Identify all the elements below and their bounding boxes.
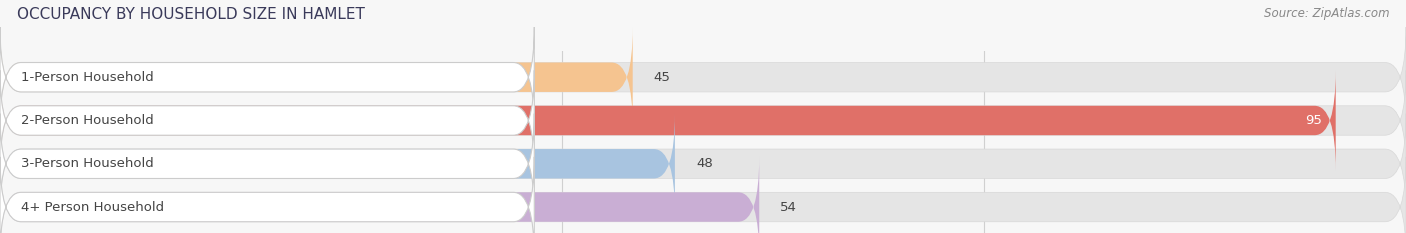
FancyBboxPatch shape <box>0 70 1406 171</box>
Text: 2-Person Household: 2-Person Household <box>21 114 153 127</box>
FancyBboxPatch shape <box>0 157 534 233</box>
FancyBboxPatch shape <box>0 113 534 214</box>
Text: 3-Person Household: 3-Person Household <box>21 157 153 170</box>
Text: 45: 45 <box>654 71 671 84</box>
Text: Source: ZipAtlas.com: Source: ZipAtlas.com <box>1264 7 1389 20</box>
Text: 1-Person Household: 1-Person Household <box>21 71 153 84</box>
FancyBboxPatch shape <box>0 70 534 171</box>
FancyBboxPatch shape <box>0 113 675 214</box>
Text: 54: 54 <box>780 201 797 213</box>
FancyBboxPatch shape <box>0 157 759 233</box>
FancyBboxPatch shape <box>0 27 1406 127</box>
FancyBboxPatch shape <box>0 70 1336 171</box>
Text: 48: 48 <box>696 157 713 170</box>
FancyBboxPatch shape <box>0 27 633 127</box>
Text: 4+ Person Household: 4+ Person Household <box>21 201 165 213</box>
FancyBboxPatch shape <box>0 113 1406 214</box>
Text: 95: 95 <box>1305 114 1322 127</box>
FancyBboxPatch shape <box>0 27 534 127</box>
FancyBboxPatch shape <box>0 157 1406 233</box>
Text: OCCUPANCY BY HOUSEHOLD SIZE IN HAMLET: OCCUPANCY BY HOUSEHOLD SIZE IN HAMLET <box>17 7 364 22</box>
